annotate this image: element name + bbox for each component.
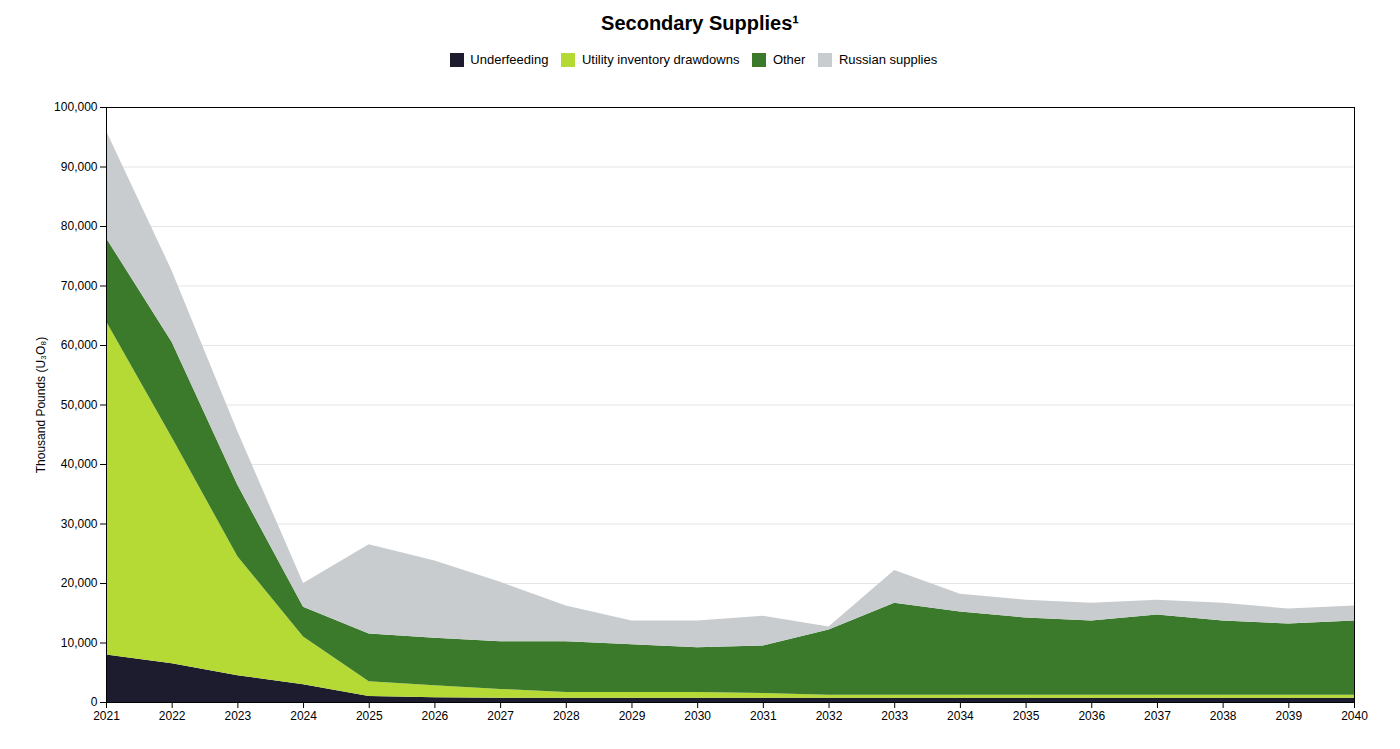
svg-text:2032: 2032	[816, 709, 843, 723]
svg-text:2028: 2028	[553, 709, 580, 723]
svg-text:2027: 2027	[487, 709, 514, 723]
svg-text:2036: 2036	[1078, 709, 1105, 723]
svg-text:30,000: 30,000	[61, 516, 98, 530]
svg-text:Thousand Pounds (U₃O₈): Thousand Pounds (U₃O₈)	[34, 336, 48, 473]
svg-text:2029: 2029	[619, 709, 646, 723]
svg-text:2038: 2038	[1210, 709, 1237, 723]
html-text:Russian supplies: Russian supplies	[838, 52, 938, 67]
html-text:Other: Other	[772, 52, 806, 67]
svg-text:60,000: 60,000	[61, 338, 98, 352]
svg-text:50,000: 50,000	[61, 397, 98, 411]
svg-text:20,000: 20,000	[61, 576, 98, 590]
svg-text:2034: 2034	[947, 709, 974, 723]
html-text:Underfeeding: Underfeeding	[470, 52, 549, 67]
svg-text:90,000: 90,000	[61, 159, 98, 173]
svg-text:2035: 2035	[1013, 709, 1040, 723]
svg-text:2040: 2040	[1341, 709, 1368, 723]
svg-text:40,000: 40,000	[61, 457, 98, 471]
svg-text:2024: 2024	[290, 709, 317, 723]
svg-text:2023: 2023	[225, 709, 252, 723]
svg-text:100,000: 100,000	[54, 100, 98, 114]
svg-text:0: 0	[91, 695, 98, 709]
svg-text:2025: 2025	[356, 709, 383, 723]
svg-text:2039: 2039	[1275, 709, 1302, 723]
svg-text:10,000: 10,000	[61, 635, 98, 649]
svg-text:2030: 2030	[684, 709, 711, 723]
svg-text:2022: 2022	[159, 709, 186, 723]
svg-text:2037: 2037	[1144, 709, 1171, 723]
svg-text:2031: 2031	[750, 709, 777, 723]
html-text:Secondary Supplies¹: Secondary Supplies¹	[601, 12, 799, 34]
svg-text:80,000: 80,000	[61, 219, 98, 233]
svg-text:2033: 2033	[881, 709, 908, 723]
html-text:Utility inventory drawdowns: Utility inventory drawdowns	[581, 52, 740, 67]
svg-text:2026: 2026	[422, 709, 449, 723]
svg-text:70,000: 70,000	[61, 278, 98, 292]
svg-text:2021: 2021	[93, 709, 120, 723]
